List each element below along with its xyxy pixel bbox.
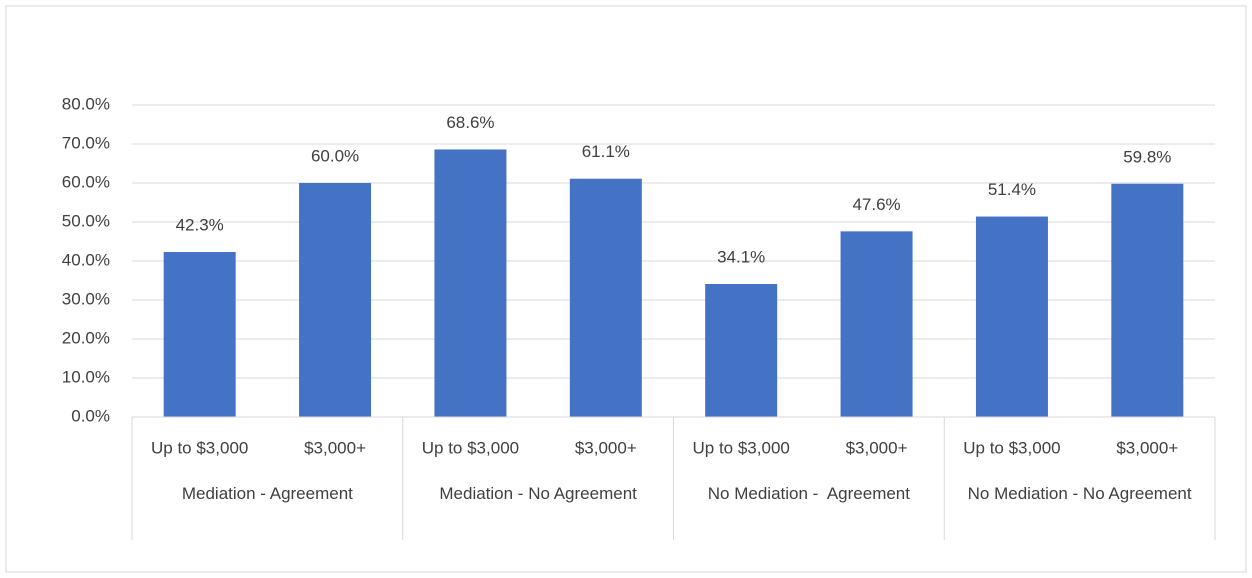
bar (705, 284, 778, 417)
group-label: No Mediation - No Agreement (967, 484, 1192, 503)
data-label: 59.8% (1123, 147, 1171, 166)
group-label: Mediation - Agreement (181, 484, 353, 503)
x-tick-label: Up to $3,000 (151, 438, 248, 457)
y-tick-label: 70.0% (62, 133, 110, 152)
bar (1111, 183, 1184, 417)
x-tick-label: $3,000+ (304, 438, 366, 457)
y-tick-label: 0.0% (71, 406, 110, 425)
x-tick-label: Up to $3,000 (422, 438, 519, 457)
group-label: No Mediation - Agreement (707, 484, 910, 503)
data-label: 61.1% (582, 142, 630, 161)
bar (975, 216, 1048, 417)
y-tick-label: 30.0% (62, 289, 110, 308)
data-label: 42.3% (176, 216, 224, 235)
data-label: 34.1% (717, 247, 765, 266)
bar (569, 178, 642, 417)
data-label: 60.0% (311, 146, 359, 165)
data-label: 68.6% (446, 113, 494, 132)
x-tick-label: $3,000+ (1116, 438, 1178, 457)
x-tick-label: Up to $3,000 (693, 438, 790, 457)
bar (840, 231, 913, 417)
y-tick-label: 60.0% (62, 172, 110, 191)
y-tick-label: 10.0% (62, 367, 110, 386)
bar (434, 149, 507, 417)
bar (299, 183, 372, 417)
x-tick-label: Up to $3,000 (963, 438, 1060, 457)
data-label: 47.6% (852, 195, 900, 214)
y-tick-label: 20.0% (62, 328, 110, 347)
y-tick-label: 40.0% (62, 250, 110, 269)
y-tick-label: 50.0% (62, 211, 110, 230)
y-tick-label: 80.0% (62, 94, 110, 113)
data-label: 51.4% (988, 180, 1036, 199)
x-tick-label: $3,000+ (575, 438, 637, 457)
x-tick-label: $3,000+ (846, 438, 908, 457)
bar (163, 252, 236, 417)
group-label: Mediation - No Agreement (439, 484, 637, 503)
